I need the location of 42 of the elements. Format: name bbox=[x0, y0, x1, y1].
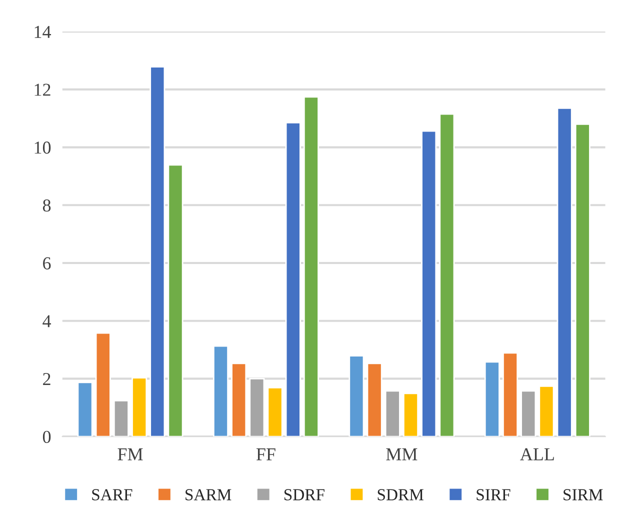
bar bbox=[212, 345, 228, 437]
bar bbox=[520, 390, 536, 437]
bar bbox=[303, 96, 319, 437]
bar bbox=[421, 130, 437, 437]
legend-label: SDRF bbox=[284, 489, 324, 500]
y-tick-label: 6 bbox=[43, 257, 51, 270]
bar bbox=[95, 332, 111, 437]
y-tick-label: 2 bbox=[43, 373, 50, 385]
legend-label: SARF bbox=[92, 489, 132, 500]
bar bbox=[231, 362, 247, 437]
bar bbox=[77, 382, 93, 437]
bar bbox=[267, 386, 283, 437]
legend-label: SIRF bbox=[476, 489, 510, 500]
bar bbox=[285, 122, 301, 437]
bar bbox=[168, 164, 184, 437]
bar bbox=[132, 377, 148, 437]
x-tick-label: MM bbox=[386, 448, 418, 460]
x-tick-label: FF bbox=[256, 448, 276, 460]
bar bbox=[402, 392, 418, 437]
bar bbox=[150, 66, 166, 437]
x-tick-label: ALL bbox=[520, 448, 554, 460]
y-tick-label: 8 bbox=[42, 199, 51, 212]
y-tick-label: 10 bbox=[34, 142, 51, 154]
legend-label: SDRM bbox=[378, 489, 424, 500]
bar bbox=[538, 386, 554, 437]
bar bbox=[484, 361, 500, 437]
x-tick-label: FM bbox=[118, 448, 143, 460]
legend-label: SARM bbox=[186, 489, 232, 500]
bar bbox=[502, 352, 518, 437]
y-tick-label: 12 bbox=[34, 84, 50, 96]
bar bbox=[113, 400, 129, 437]
bar bbox=[249, 378, 265, 437]
legend-label: SIRM bbox=[564, 489, 603, 500]
bar bbox=[366, 362, 382, 437]
bar bbox=[439, 113, 455, 437]
y-tick-label: 14 bbox=[34, 26, 52, 38]
bar bbox=[574, 123, 590, 437]
bar bbox=[348, 355, 364, 437]
bar bbox=[384, 390, 400, 437]
bar bbox=[556, 108, 572, 437]
y-tick-label: 0 bbox=[42, 430, 51, 444]
y-tick-label: 4 bbox=[42, 315, 52, 328]
